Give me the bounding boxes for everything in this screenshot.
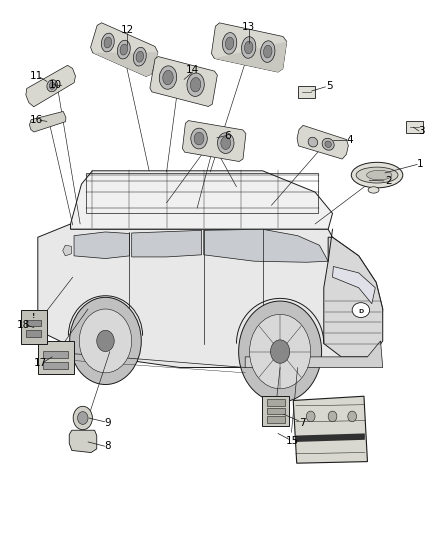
- FancyBboxPatch shape: [267, 399, 285, 406]
- Polygon shape: [71, 171, 332, 229]
- Ellipse shape: [136, 51, 144, 62]
- Ellipse shape: [244, 41, 253, 54]
- Circle shape: [306, 411, 315, 422]
- Circle shape: [79, 309, 132, 373]
- FancyBboxPatch shape: [38, 342, 74, 374]
- Text: !: !: [32, 313, 35, 319]
- Ellipse shape: [356, 167, 398, 183]
- FancyBboxPatch shape: [297, 86, 315, 98]
- Text: 3: 3: [418, 126, 425, 136]
- Ellipse shape: [352, 303, 370, 318]
- Text: 18: 18: [17, 320, 30, 330]
- Ellipse shape: [163, 70, 173, 85]
- Polygon shape: [69, 430, 97, 453]
- Ellipse shape: [261, 41, 275, 62]
- Ellipse shape: [133, 47, 146, 66]
- Ellipse shape: [101, 33, 114, 52]
- FancyBboxPatch shape: [262, 396, 289, 426]
- Polygon shape: [63, 245, 71, 256]
- Ellipse shape: [368, 187, 379, 193]
- Text: 15: 15: [286, 436, 299, 446]
- Ellipse shape: [241, 37, 256, 58]
- Polygon shape: [132, 230, 201, 257]
- Polygon shape: [38, 224, 383, 368]
- Circle shape: [271, 340, 290, 364]
- Polygon shape: [150, 56, 217, 107]
- Polygon shape: [183, 120, 246, 161]
- Text: 11: 11: [30, 71, 43, 81]
- Text: D: D: [358, 309, 364, 313]
- Polygon shape: [332, 266, 375, 304]
- Circle shape: [97, 330, 114, 352]
- FancyBboxPatch shape: [267, 416, 285, 423]
- Circle shape: [73, 406, 92, 430]
- Ellipse shape: [367, 170, 392, 180]
- Polygon shape: [204, 229, 328, 262]
- Ellipse shape: [264, 45, 272, 58]
- Text: 8: 8: [104, 441, 111, 451]
- Text: 2: 2: [385, 176, 392, 186]
- Polygon shape: [293, 396, 367, 463]
- FancyBboxPatch shape: [267, 408, 285, 414]
- Text: 7: 7: [299, 418, 305, 428]
- Polygon shape: [74, 232, 130, 259]
- Text: 1: 1: [417, 159, 423, 169]
- Polygon shape: [26, 66, 75, 107]
- Circle shape: [250, 314, 311, 389]
- Ellipse shape: [221, 137, 231, 149]
- Ellipse shape: [226, 37, 234, 50]
- Polygon shape: [29, 111, 66, 132]
- FancyBboxPatch shape: [406, 122, 424, 133]
- Ellipse shape: [351, 163, 403, 188]
- Polygon shape: [296, 433, 365, 442]
- Polygon shape: [245, 341, 383, 368]
- FancyBboxPatch shape: [21, 310, 46, 344]
- Text: 16: 16: [30, 115, 43, 125]
- Ellipse shape: [117, 41, 130, 59]
- Ellipse shape: [325, 141, 332, 148]
- FancyBboxPatch shape: [26, 320, 41, 326]
- Text: 10: 10: [49, 80, 62, 90]
- Ellipse shape: [47, 80, 57, 92]
- Ellipse shape: [120, 44, 127, 55]
- Ellipse shape: [218, 133, 234, 154]
- Polygon shape: [324, 237, 383, 357]
- Circle shape: [328, 411, 337, 422]
- Circle shape: [239, 301, 321, 402]
- Ellipse shape: [191, 77, 201, 92]
- Text: 14: 14: [186, 65, 199, 75]
- Circle shape: [70, 297, 141, 384]
- Ellipse shape: [187, 73, 204, 96]
- Ellipse shape: [194, 132, 204, 145]
- FancyBboxPatch shape: [43, 351, 68, 359]
- Ellipse shape: [223, 33, 237, 54]
- Ellipse shape: [322, 138, 334, 150]
- FancyBboxPatch shape: [26, 330, 41, 337]
- Polygon shape: [93, 52, 158, 76]
- Ellipse shape: [49, 82, 55, 89]
- Text: 4: 4: [346, 135, 353, 145]
- Circle shape: [348, 411, 357, 422]
- Ellipse shape: [159, 66, 177, 89]
- Text: 13: 13: [242, 22, 255, 33]
- Polygon shape: [297, 125, 348, 159]
- Ellipse shape: [308, 137, 318, 147]
- Polygon shape: [91, 23, 158, 76]
- FancyBboxPatch shape: [43, 362, 68, 369]
- Text: 17: 17: [33, 358, 46, 368]
- Ellipse shape: [104, 37, 112, 48]
- Circle shape: [78, 411, 88, 424]
- Ellipse shape: [191, 128, 207, 149]
- Text: 5: 5: [326, 81, 332, 91]
- Polygon shape: [214, 42, 287, 72]
- Text: 12: 12: [121, 26, 134, 36]
- Text: 6: 6: [224, 131, 231, 141]
- Text: 9: 9: [104, 418, 111, 429]
- Polygon shape: [212, 23, 287, 72]
